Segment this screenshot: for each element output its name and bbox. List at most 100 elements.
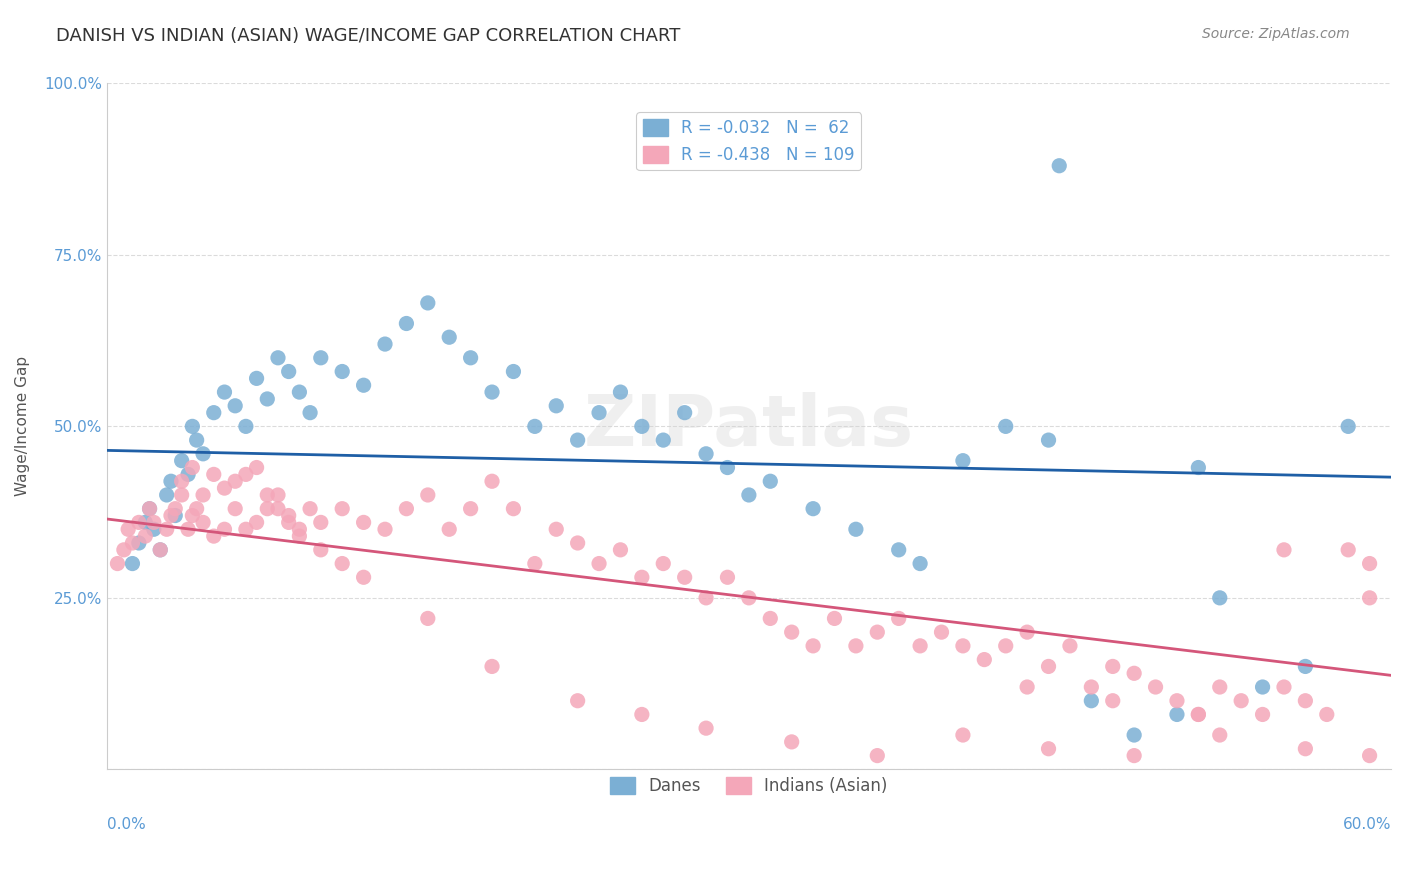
- Point: [1166, 707, 1188, 722]
- Point: [1144, 680, 1167, 694]
- Point: [256, 392, 278, 406]
- Point: [1101, 694, 1123, 708]
- Point: [309, 516, 332, 530]
- Text: Source: ZipAtlas.com: Source: ZipAtlas.com: [1202, 27, 1350, 41]
- Point: [801, 639, 824, 653]
- Point: [673, 406, 696, 420]
- Point: [309, 542, 332, 557]
- Point: [1059, 639, 1081, 653]
- Point: [177, 467, 200, 482]
- Point: [353, 570, 375, 584]
- Point: [1017, 625, 1039, 640]
- Point: [256, 501, 278, 516]
- Point: [716, 570, 738, 584]
- Point: [160, 508, 183, 523]
- Point: [245, 371, 267, 385]
- Point: [156, 488, 179, 502]
- Point: [202, 529, 225, 543]
- Point: [908, 557, 931, 571]
- Point: [191, 447, 214, 461]
- Point: [523, 557, 546, 571]
- Point: [224, 475, 246, 489]
- Legend: Danes, Indians (Asian): Danes, Indians (Asian): [603, 771, 894, 802]
- Point: [567, 694, 589, 708]
- Point: [1272, 680, 1295, 694]
- Point: [1187, 707, 1209, 722]
- Point: [416, 296, 439, 310]
- Point: [181, 508, 204, 523]
- Point: [170, 488, 193, 502]
- Point: [994, 639, 1017, 653]
- Point: [395, 501, 418, 516]
- Point: [186, 433, 208, 447]
- Point: [631, 570, 654, 584]
- Point: [1080, 694, 1102, 708]
- Point: [202, 406, 225, 420]
- Point: [267, 488, 290, 502]
- Point: [1187, 460, 1209, 475]
- Point: [267, 351, 290, 365]
- Point: [202, 467, 225, 482]
- Point: [330, 557, 353, 571]
- Point: [481, 475, 503, 489]
- Point: [156, 522, 179, 536]
- Point: [353, 378, 375, 392]
- Point: [288, 522, 311, 536]
- Point: [1123, 728, 1146, 742]
- Point: [186, 501, 208, 516]
- Text: ZIPatlas: ZIPatlas: [583, 392, 914, 461]
- Point: [134, 516, 156, 530]
- Point: [181, 460, 204, 475]
- Point: [330, 364, 353, 378]
- Point: [1038, 433, 1060, 447]
- Point: [437, 330, 460, 344]
- Point: [1209, 680, 1232, 694]
- Point: [138, 501, 160, 516]
- Point: [609, 542, 631, 557]
- Point: [277, 516, 299, 530]
- Point: [460, 351, 482, 365]
- Point: [374, 337, 396, 351]
- Point: [588, 406, 610, 420]
- Point: [973, 652, 995, 666]
- Point: [330, 501, 353, 516]
- Point: [994, 419, 1017, 434]
- Point: [1017, 680, 1039, 694]
- Point: [245, 460, 267, 475]
- Point: [214, 385, 236, 400]
- Point: [121, 536, 143, 550]
- Point: [931, 625, 953, 640]
- Point: [235, 467, 257, 482]
- Point: [588, 557, 610, 571]
- Point: [374, 522, 396, 536]
- Point: [631, 419, 654, 434]
- Point: [214, 481, 236, 495]
- Point: [256, 488, 278, 502]
- Point: [117, 522, 139, 536]
- Point: [112, 542, 135, 557]
- Point: [309, 351, 332, 365]
- Point: [277, 364, 299, 378]
- Point: [952, 453, 974, 467]
- Point: [759, 611, 782, 625]
- Point: [546, 399, 568, 413]
- Point: [181, 419, 204, 434]
- Point: [235, 522, 257, 536]
- Point: [395, 317, 418, 331]
- Point: [170, 453, 193, 467]
- Point: [866, 748, 889, 763]
- Point: [128, 536, 150, 550]
- Point: [165, 501, 187, 516]
- Point: [546, 522, 568, 536]
- Text: DANISH VS INDIAN (ASIAN) WAGE/INCOME GAP CORRELATION CHART: DANISH VS INDIAN (ASIAN) WAGE/INCOME GAP…: [56, 27, 681, 45]
- Point: [716, 460, 738, 475]
- Point: [824, 611, 846, 625]
- Point: [631, 707, 654, 722]
- Point: [845, 639, 868, 653]
- Point: [1038, 659, 1060, 673]
- Point: [1123, 748, 1146, 763]
- Point: [191, 488, 214, 502]
- Point: [887, 611, 910, 625]
- Point: [801, 501, 824, 516]
- Point: [1101, 659, 1123, 673]
